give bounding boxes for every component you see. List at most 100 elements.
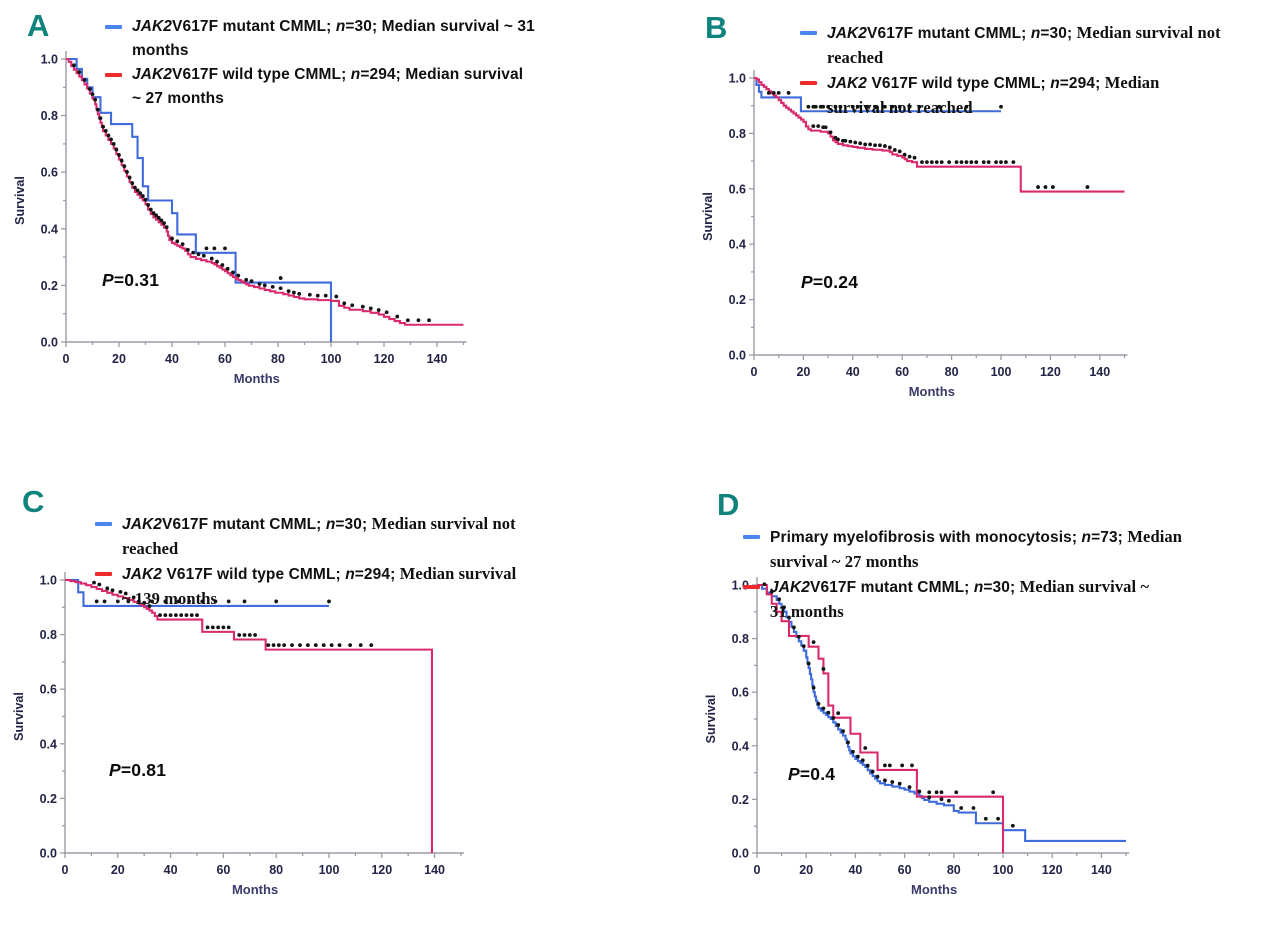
censor-mark: [315, 293, 320, 298]
censor-mark: [162, 221, 166, 226]
censor-mark: [917, 789, 922, 794]
censor-mark: [792, 625, 796, 630]
censor-mark: [836, 723, 841, 727]
x-tick-label: 20: [796, 365, 810, 379]
censor-mark: [189, 613, 194, 617]
x-axis-title: Months: [911, 882, 957, 897]
censor-mark: [173, 613, 178, 617]
legend-text-segment: Primary myelofibrosis with monocytosis;: [770, 529, 1082, 546]
censor-mark: [855, 104, 860, 109]
censor-mark: [927, 795, 932, 800]
legend-text-segment: JAK2: [132, 66, 173, 83]
censor-mark: [416, 318, 421, 323]
censor-mark: [843, 138, 848, 143]
legend-text-segment: Median survival not: [371, 514, 516, 533]
censor-mark: [991, 790, 996, 795]
censor-mark: [358, 643, 363, 648]
x-tick-label: 140: [427, 352, 448, 366]
censor-mark: [276, 643, 281, 648]
censor-mark: [253, 633, 257, 637]
x-tick-label: 100: [993, 863, 1014, 877]
y-tick-label: 0.4: [41, 222, 58, 236]
censor-mark: [196, 252, 201, 257]
censor-mark: [111, 142, 116, 146]
panel-letter-c: C: [22, 484, 45, 519]
censor-mark: [247, 633, 252, 637]
legend-text-segment: survival ~ 27 months: [770, 552, 919, 571]
x-tick-label: 120: [374, 352, 395, 366]
x-tick-label: 80: [947, 863, 961, 877]
x-tick-label: 40: [164, 863, 178, 877]
censor-mark: [811, 685, 816, 690]
legend-item: JAK2 V617F wild type CMML; n=294; Median…: [800, 71, 1267, 121]
censor-mark: [1085, 185, 1090, 189]
censor-mark: [981, 160, 986, 165]
x-tick-label: 20: [111, 863, 125, 877]
censor-mark: [342, 301, 347, 306]
censor-mark: [191, 250, 196, 255]
censor-mark: [1010, 823, 1015, 828]
x-tick-label: 120: [371, 863, 392, 877]
censor-mark: [98, 116, 103, 121]
legend-text: JAK2V617F mutant CMML; n=30; Median surv…: [827, 21, 1267, 71]
censor-mark: [996, 816, 1000, 821]
y-tick-label: 0.0: [729, 349, 746, 363]
censor-mark: [851, 749, 855, 754]
p-value-number: =0.31: [113, 270, 160, 290]
censor-mark: [143, 197, 148, 202]
km-curve-A-red: [66, 57, 464, 326]
censor-mark: [974, 160, 979, 165]
legend-item: Primary myelofibrosis with monocytosis; …: [743, 525, 1250, 575]
censor-mark: [787, 615, 791, 620]
censor-mark: [350, 303, 355, 308]
censor-mark: [213, 599, 218, 604]
x-tick-label: 60: [218, 352, 232, 366]
censor-mark: [870, 769, 875, 774]
censor-mark: [1011, 160, 1016, 165]
censor-mark: [897, 149, 902, 154]
censor-mark: [170, 236, 174, 241]
censor-mark: [983, 816, 988, 821]
legend-text-segment: V617F mutant CMML;: [810, 579, 974, 596]
panel-letter-a: A: [27, 8, 50, 43]
censor-mark: [242, 633, 247, 637]
censor-mark: [92, 580, 96, 585]
censor-mark: [816, 124, 821, 129]
censor-mark: [865, 763, 870, 768]
censor-mark: [242, 599, 247, 604]
censor-mark: [266, 643, 271, 648]
censor-mark: [883, 778, 887, 783]
legend-text-segment: V617F mutant CMML;: [172, 18, 336, 35]
censor-mark: [323, 293, 328, 298]
censor-mark: [337, 643, 342, 648]
y-tick-label: 0.4: [732, 739, 749, 753]
censor-mark: [244, 277, 249, 282]
censor-mark: [180, 242, 185, 247]
x-tick-label: 60: [898, 863, 912, 877]
censor-mark: [226, 599, 231, 604]
y-tick-label: 0.2: [40, 792, 57, 806]
y-tick-label: 0.0: [732, 847, 749, 861]
censor-mark: [858, 141, 863, 146]
legend-item: JAK2V617F mutant CMML; n=30; Median surv…: [743, 575, 1250, 625]
censor-mark: [1050, 185, 1055, 189]
legend-text-segment: reached: [827, 48, 884, 67]
y-tick-label: 0.0: [41, 336, 58, 350]
y-tick-label: 0.0: [40, 847, 57, 861]
censor-mark: [292, 290, 296, 295]
x-tick-label: 100: [319, 863, 340, 877]
legend-text-segment: months: [132, 42, 189, 59]
legend-text-segment: V617F wild type CMML;: [162, 566, 346, 583]
censor-mark: [130, 181, 135, 186]
y-tick-label: 0.8: [732, 632, 749, 646]
x-tick-label: 140: [1091, 863, 1112, 877]
censor-mark: [278, 286, 283, 291]
x-tick-label: 0: [62, 863, 69, 877]
censor-mark: [821, 667, 826, 671]
legend-item: JAK2 V617F wild type CMML; n=294; Median…: [95, 562, 587, 612]
censor-mark: [87, 87, 92, 91]
censor-mark: [146, 203, 151, 207]
legend-item: JAK2V617F mutant CMML; n=30; Median surv…: [105, 15, 562, 63]
censor-mark: [140, 194, 145, 198]
censor-mark: [163, 599, 168, 604]
